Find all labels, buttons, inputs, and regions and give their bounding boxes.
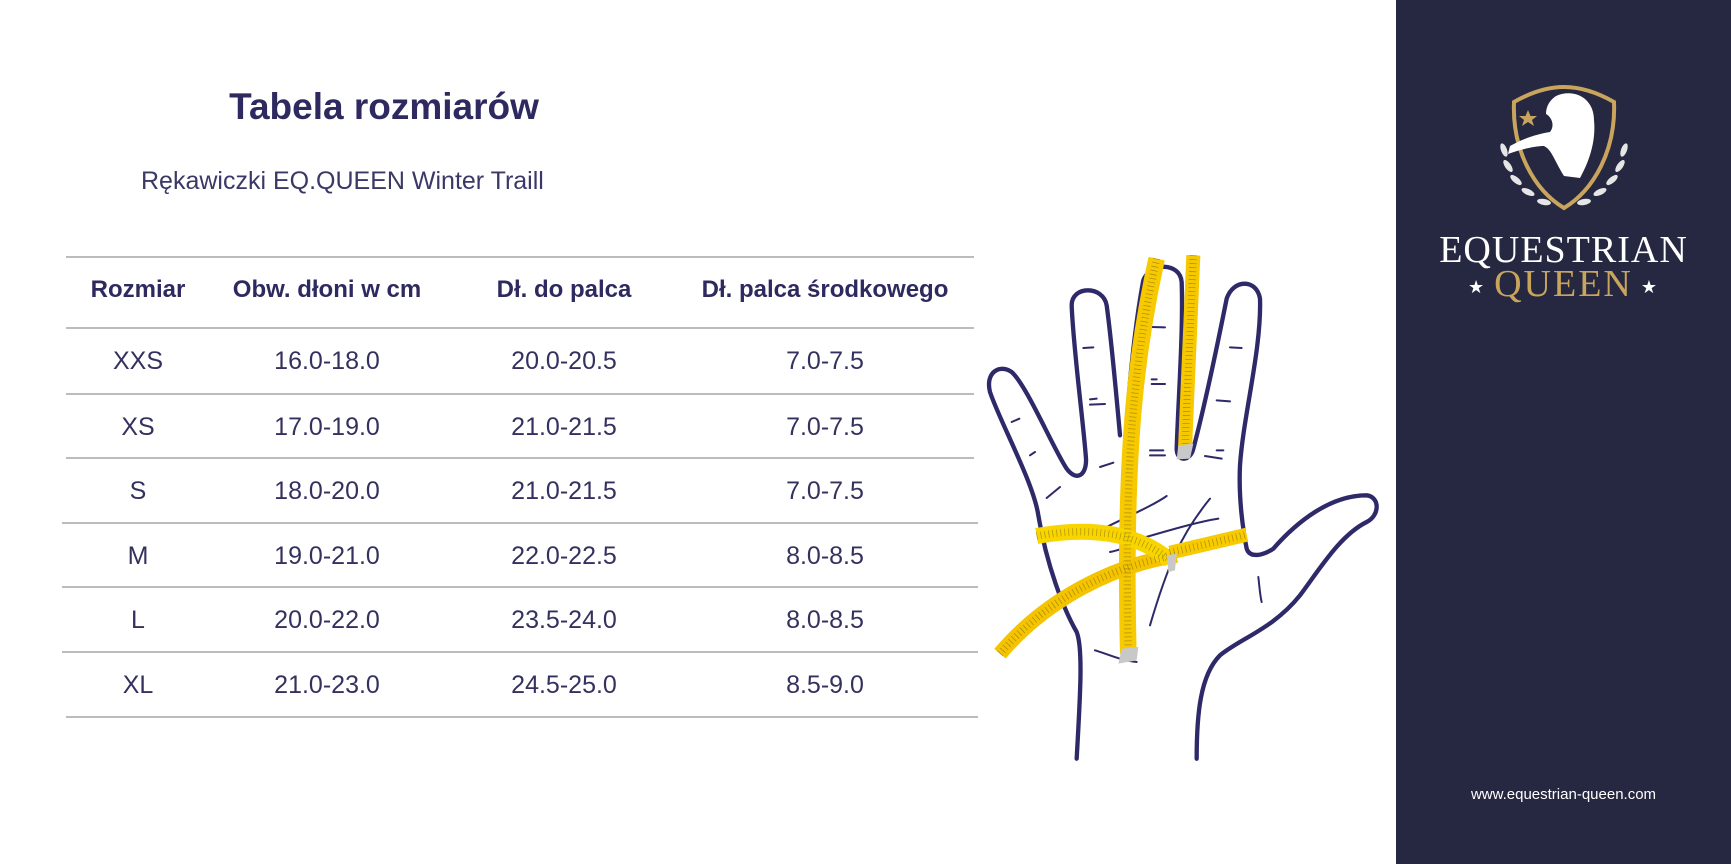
equestrian-queen-logo-icon (1500, 85, 1628, 211)
table-divider (66, 457, 974, 459)
table-cell: 8.0-8.5 (786, 606, 864, 634)
table-cell: XL (122, 671, 154, 699)
table-cell: 8.0-8.5 (786, 542, 864, 570)
table-divider (62, 586, 978, 588)
column-header: Obw. dłoni w cm (232, 276, 422, 303)
table-divider (66, 256, 974, 258)
table-cell: 20.0-22.0 (274, 606, 380, 634)
table-cell: 17.0-19.0 (274, 413, 380, 441)
table-cell: XS (121, 413, 155, 441)
table-divider (66, 327, 974, 329)
brand-panel: EQUESTRIAN ★ QUEEN ★ www.equestrian-queen.… (1396, 0, 1731, 864)
table-cell: XXS (112, 347, 164, 375)
table-cell: 7.0-7.5 (786, 413, 864, 441)
star-icon: ★ (1640, 276, 1660, 297)
table-cell: 8.5-9.0 (786, 671, 864, 699)
table-cell: 22.0-22.5 (511, 542, 617, 570)
hand-measurement-illustration (986, 255, 1379, 761)
table-cell: 7.0-7.5 (786, 347, 864, 375)
table-cell: M (127, 542, 149, 570)
table-cell: 7.0-7.5 (786, 477, 864, 505)
brand-name-line1: EQUESTRIAN (1439, 229, 1688, 271)
website-link[interactable]: www.equestrian-queen.com (1470, 786, 1657, 803)
table-cell: L (131, 606, 145, 634)
table-cell: 21.0-23.0 (274, 671, 380, 699)
product-subtitle: Rękawiczki EQ.QUEEN Winter Traill (141, 167, 544, 195)
page-title: Tabela rozmiarów (229, 86, 539, 127)
table-cell: 16.0-18.0 (274, 347, 380, 375)
table-divider (66, 716, 978, 718)
table-cell: 23.5-24.0 (511, 606, 617, 634)
table-divider (62, 651, 978, 653)
brand-name-line2: ★ QUEEN ★ (1396, 262, 1731, 306)
table-cell: 20.0-20.5 (511, 347, 617, 375)
column-header: Dł. palca środkowego (701, 276, 949, 303)
table-cell: 24.5-25.0 (511, 671, 617, 699)
measuring-tapes (994, 255, 1249, 664)
table-cell: 21.0-21.5 (511, 413, 617, 441)
table-cell: S (129, 477, 147, 505)
table-divider (66, 393, 974, 395)
column-header: Rozmiar (90, 276, 186, 303)
table-cell: 19.0-21.0 (274, 542, 380, 570)
star-icon: ★ (1467, 276, 1487, 297)
brand-queen-text: QUEEN (1494, 263, 1633, 305)
table-divider (62, 522, 978, 524)
table-cell: 18.0-20.0 (274, 477, 380, 505)
column-header: Dł. do palca (496, 276, 632, 303)
table-cell: 21.0-21.5 (511, 477, 617, 505)
